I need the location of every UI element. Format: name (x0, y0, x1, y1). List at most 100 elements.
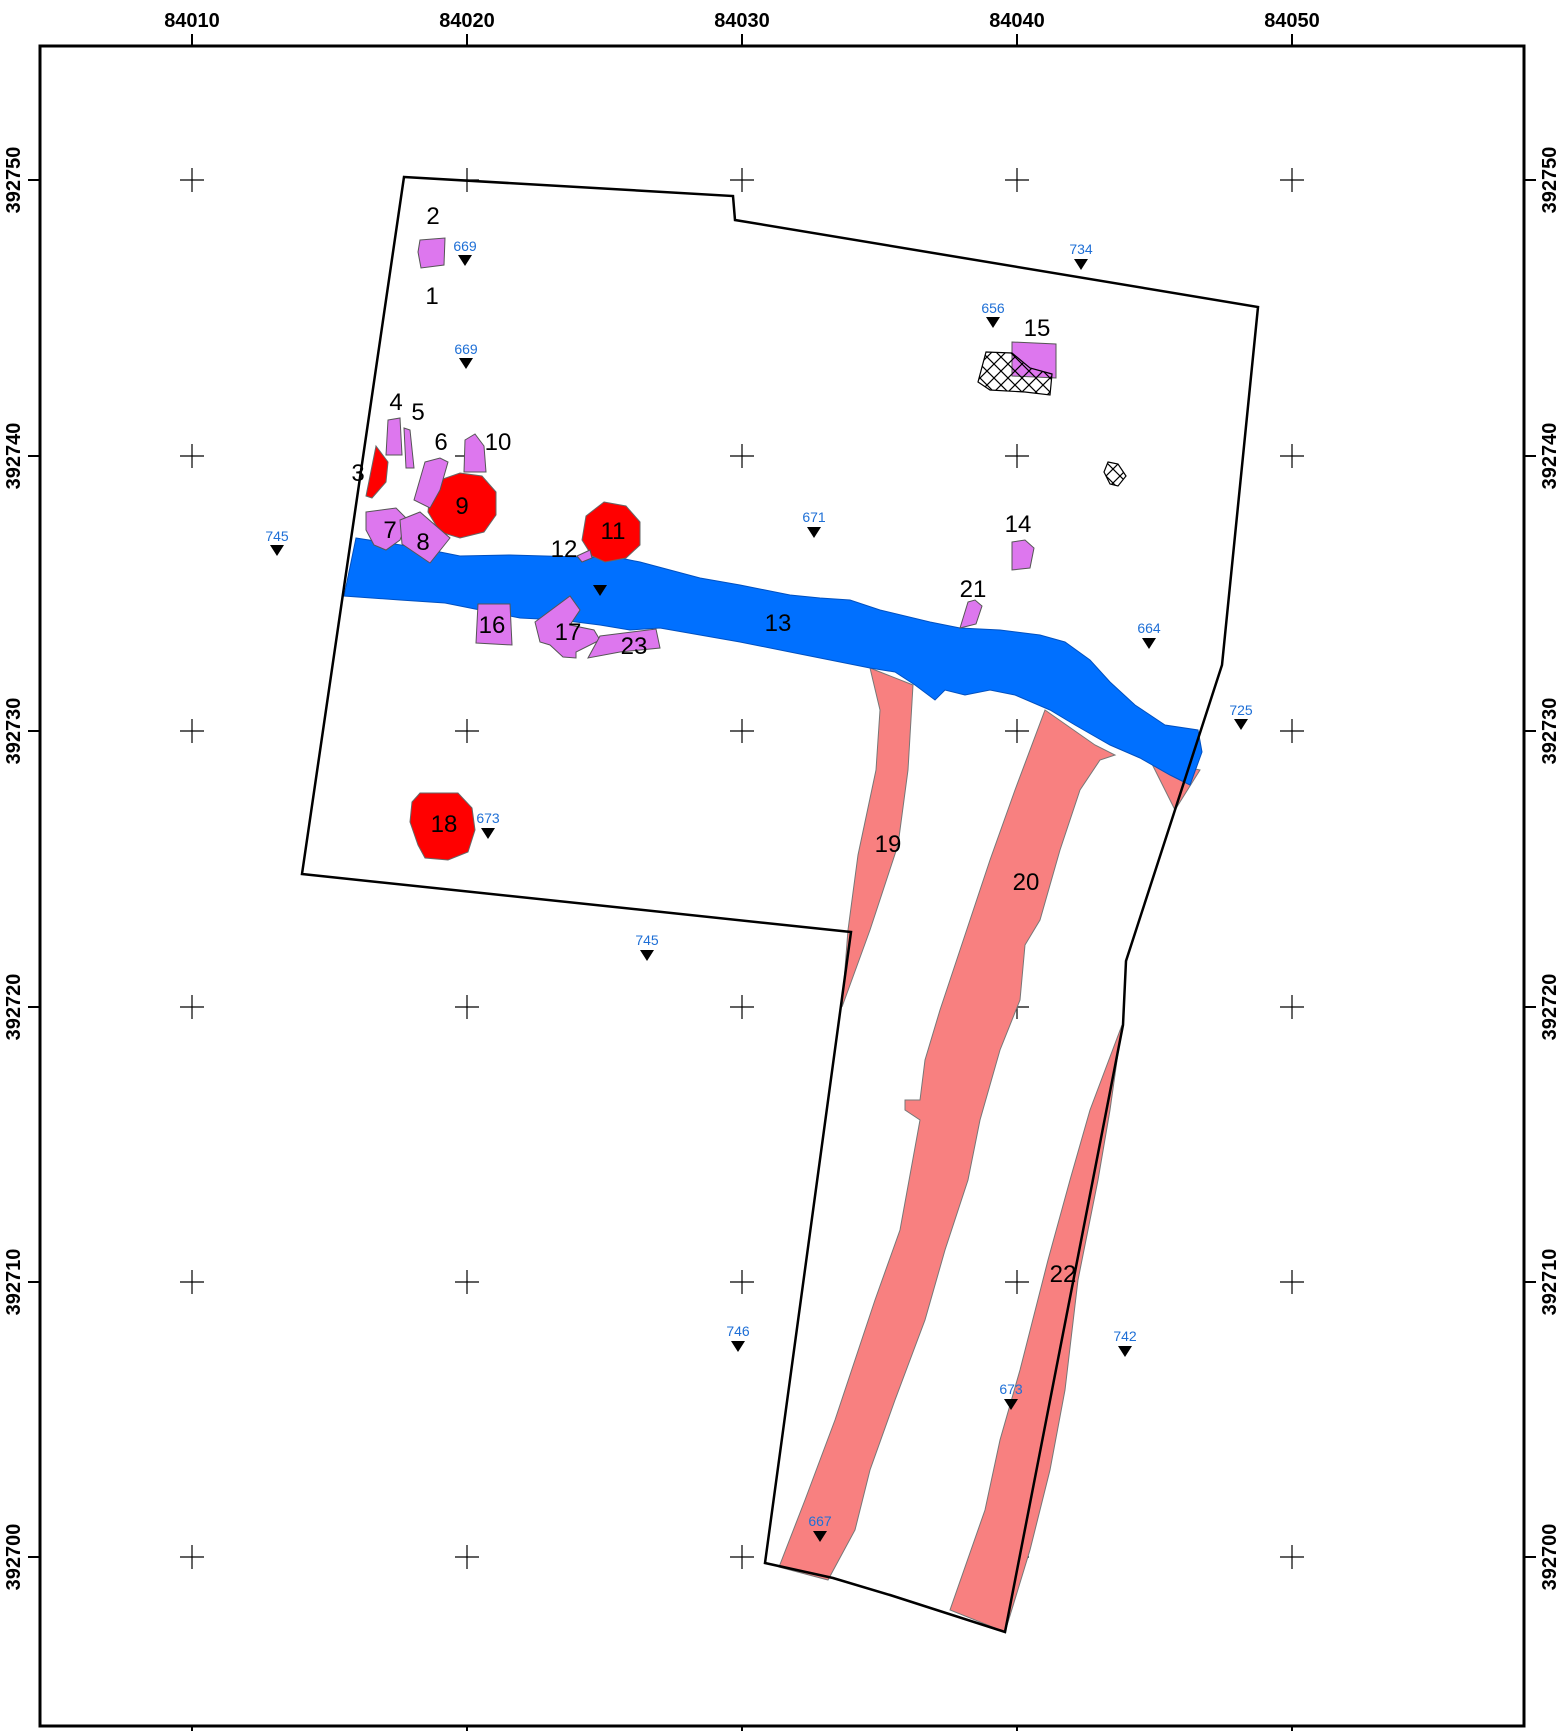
pit-18 (409, 792, 476, 861)
elevation-label: 725 (1229, 702, 1253, 718)
feature-label: 9 (455, 493, 468, 520)
feature-label: 11 (601, 518, 626, 545)
x-tick-label: 84020 (439, 10, 495, 32)
x-tick-label: 84030 (714, 10, 770, 32)
elevation-label: 673 (476, 810, 500, 826)
feature-label: 17 (555, 619, 582, 646)
elevation-markers (270, 255, 1248, 1542)
pit-3 (365, 444, 389, 499)
feature-label: 23 (621, 633, 648, 660)
y-tick-label: 392710 (3, 1249, 25, 1316)
feature-label: 13 (765, 610, 792, 637)
feature-label: 16 (479, 612, 506, 639)
elevation-label: 673 (999, 1381, 1023, 1397)
x-tick-label: 84050 (1264, 10, 1320, 32)
feature-label: 12 (551, 536, 578, 563)
x-coordinate-labels: 84010 84020 84030 84040 84050 (164, 10, 1320, 32)
triangle-down-icon (1234, 719, 1248, 730)
feature-12 (576, 549, 593, 563)
ditch-22 (949, 1024, 1123, 1633)
y-tick-label: 392700 (1539, 1524, 1560, 1591)
y-coordinate-labels-right: 392750 392740 392730 392720 392710 39270… (1539, 147, 1560, 1591)
triangle-down-icon (593, 585, 607, 596)
map-frame (38, 44, 1526, 1728)
elevation-label: 656 (981, 300, 1005, 316)
feature-23 (587, 628, 661, 659)
triangle-down-icon (1142, 638, 1156, 649)
y-tick-label: 392750 (3, 147, 25, 214)
ditch-20 (778, 709, 1117, 1581)
feature-4 (385, 417, 403, 456)
feature-label: 22 (1050, 1261, 1077, 1288)
triangle-down-icon (481, 828, 495, 839)
elevation-label: 742 (1113, 1328, 1137, 1344)
feature-label: 10 (485, 429, 512, 456)
magenta-features (365, 237, 1057, 659)
elevation-label: 734 (1069, 241, 1093, 257)
triangle-down-icon (270, 545, 284, 556)
elevation-label: 745 (635, 932, 659, 948)
triangle-down-icon (458, 255, 472, 266)
triangle-down-icon (731, 1341, 745, 1352)
feature-label: 3 (351, 460, 364, 487)
elevation-label: 669 (454, 341, 478, 357)
y-tick-label: 392740 (3, 423, 25, 490)
ditch-13 (343, 537, 1203, 786)
feature-label: 2 (426, 203, 439, 230)
triangle-down-icon (986, 317, 1000, 328)
triangle-down-icon (1004, 1399, 1018, 1410)
feature-label: 21 (960, 576, 987, 603)
triangle-down-icon (813, 1531, 827, 1542)
elevation-label: 669 (453, 238, 477, 254)
frame-ticks (28, 34, 1536, 1731)
y-coordinate-labels-left: 392750 392740 392730 392720 392710 39270… (3, 147, 25, 1591)
feature-label: 19 (875, 831, 902, 858)
elevation-label: 671 (802, 509, 826, 525)
grid-crosses (180, 168, 1304, 1569)
feature-label: 15 (1024, 315, 1051, 342)
y-tick-label: 392730 (3, 698, 25, 765)
feature-6 (413, 457, 449, 509)
elevation-label: 745 (265, 528, 289, 544)
x-tick-label: 84040 (989, 10, 1045, 32)
feature-2 (417, 237, 446, 269)
feature-label: 18 (431, 811, 458, 838)
pit-11 (581, 501, 641, 563)
feature-label: 1 (425, 283, 438, 310)
triangle-down-icon (459, 358, 473, 369)
triangle-down-icon (807, 527, 821, 538)
feature-8 (399, 511, 451, 564)
feature-label: 5 (411, 399, 424, 426)
feature-10 (463, 433, 487, 473)
triangle-down-icon (1118, 1346, 1132, 1357)
feature-label: 20 (1013, 869, 1040, 896)
elevation-label: 746 (726, 1323, 750, 1339)
feature-14 (1011, 539, 1035, 571)
crosshair-plus-icon (180, 168, 1304, 1569)
hatched-feature-small (1103, 461, 1127, 487)
y-tick-label: 392710 (1539, 1249, 1560, 1316)
elevation-label: 667 (808, 1513, 832, 1529)
x-tick-label: 84010 (164, 10, 220, 32)
feature-label: 6 (434, 429, 447, 456)
y-tick-label: 392720 (1539, 974, 1560, 1041)
feature-label: 4 (389, 389, 402, 416)
elevation-labels: 669 669 734 656 745 671 664 725 673 745 … (265, 238, 1253, 1529)
hatched-feature-15 (977, 351, 1053, 396)
y-tick-label: 392700 (3, 1524, 25, 1591)
feature-21 (959, 599, 983, 629)
feature-label: 7 (383, 517, 396, 544)
triangle-down-icon (640, 950, 654, 961)
site-boundary (300, 175, 1260, 1634)
feature-labels: 1 2 3 4 5 6 7 8 9 10 11 12 13 14 15 16 1… (351, 203, 1076, 1288)
y-tick-label: 392720 (3, 974, 25, 1041)
feature-5 (403, 427, 415, 469)
triangle-down-icon (1074, 259, 1088, 270)
feature-17 (534, 595, 601, 659)
feature-7 (365, 507, 409, 551)
y-tick-label: 392730 (1539, 698, 1560, 765)
feature-label: 14 (1005, 511, 1032, 538)
y-tick-label: 392750 (1539, 147, 1560, 214)
feature-16 (475, 603, 513, 646)
